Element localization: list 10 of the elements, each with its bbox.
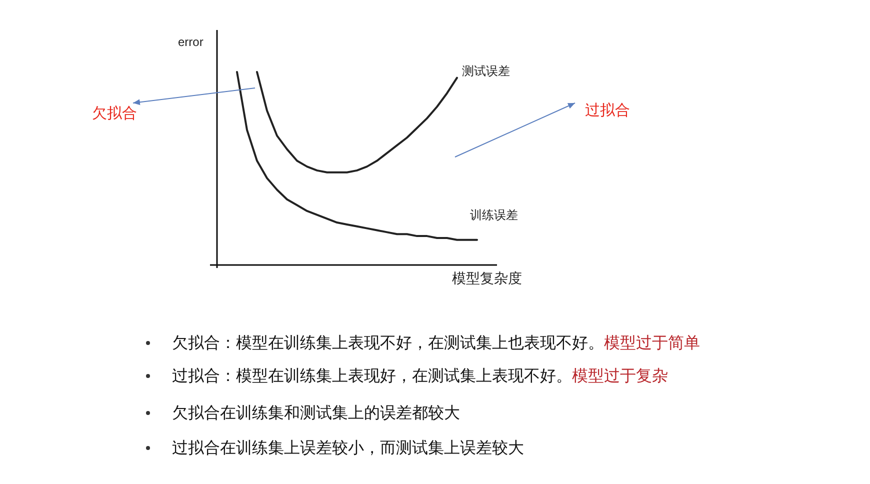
- series-label: 训练误差: [470, 208, 518, 222]
- text: 模型过于复杂: [572, 367, 668, 385]
- series-label: 测试误差: [462, 64, 510, 78]
- text: 欠拟合在训练集和测试集上的误差都较大: [172, 404, 460, 422]
- y-axis-title: error: [178, 35, 204, 49]
- text: 模型过于简单: [604, 334, 700, 352]
- text: 过拟合在训练集上误差较小，而测试集上误差较大: [172, 439, 524, 457]
- text: 过拟合: [585, 102, 630, 119]
- text: 欠拟合: [92, 105, 137, 122]
- x-axis-title: 模型复杂度: [452, 270, 522, 286]
